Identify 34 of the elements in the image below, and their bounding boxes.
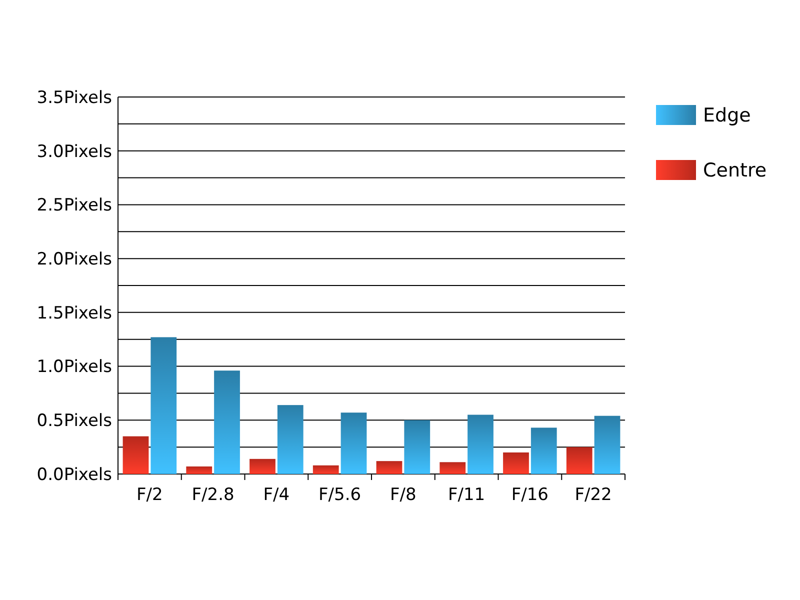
bar — [594, 416, 620, 474]
x-tick-label: F/16 — [511, 485, 549, 505]
x-tick-label: F/8 — [390, 485, 416, 505]
bar — [468, 414, 494, 474]
x-tick-label: F/2 — [136, 485, 163, 505]
x-tick-label: F/5.6 — [318, 485, 362, 505]
legend-label: Centre — [703, 160, 767, 182]
bar — [250, 458, 276, 474]
bar — [277, 405, 304, 474]
bar — [312, 465, 339, 474]
x-tick-label: F/22 — [574, 485, 612, 505]
bar — [376, 461, 402, 474]
y-tick-label: 2.5Pixels — [36, 196, 112, 216]
bar — [186, 466, 212, 474]
y-tick-label: 1.0Pixels — [36, 357, 112, 378]
y-tick-label: 3.0Pixels — [36, 142, 112, 162]
bar — [340, 412, 367, 474]
y-tick-label: 1.5Pixels — [36, 303, 112, 324]
x-tick-label: F/2.8 — [192, 485, 234, 505]
y-tick-label: 0.5Pixels — [36, 411, 112, 432]
y-tick-label: 2.0Pixels — [36, 250, 112, 270]
y-tick-label: 3.5Pixels — [36, 88, 112, 108]
bar — [503, 452, 529, 474]
bar — [214, 370, 240, 474]
bar — [440, 462, 466, 474]
y-tick-label: 0.0Pixels — [36, 464, 112, 485]
bar — [404, 420, 430, 474]
bar — [566, 447, 592, 474]
bar — [150, 337, 177, 474]
x-tick-label: F/11 — [448, 485, 486, 505]
legend-label: Edge — [703, 104, 751, 127]
bar — [530, 428, 557, 474]
x-tick-label: F/4 — [263, 485, 290, 505]
bar — [122, 436, 149, 474]
